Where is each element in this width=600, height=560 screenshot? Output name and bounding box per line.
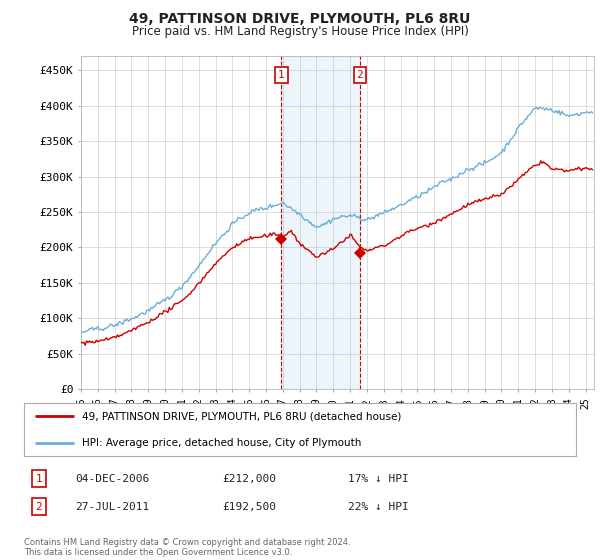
Text: £212,000: £212,000 [222,474,276,484]
Text: 1: 1 [35,474,43,484]
Text: Contains HM Land Registry data © Crown copyright and database right 2024.
This d: Contains HM Land Registry data © Crown c… [24,538,350,557]
Text: 49, PATTINSON DRIVE, PLYMOUTH, PL6 8RU (detached house): 49, PATTINSON DRIVE, PLYMOUTH, PL6 8RU (… [82,412,401,422]
Text: HPI: Average price, detached house, City of Plymouth: HPI: Average price, detached house, City… [82,438,361,448]
Text: 2: 2 [356,70,363,80]
Text: 04-DEC-2006: 04-DEC-2006 [75,474,149,484]
Text: 2: 2 [35,502,43,512]
Text: 27-JUL-2011: 27-JUL-2011 [75,502,149,512]
Text: 17% ↓ HPI: 17% ↓ HPI [348,474,409,484]
Text: 1: 1 [278,70,285,80]
Text: 49, PATTINSON DRIVE, PLYMOUTH, PL6 8RU: 49, PATTINSON DRIVE, PLYMOUTH, PL6 8RU [130,12,470,26]
Text: Price paid vs. HM Land Registry's House Price Index (HPI): Price paid vs. HM Land Registry's House … [131,25,469,38]
Text: 22% ↓ HPI: 22% ↓ HPI [348,502,409,512]
Text: £192,500: £192,500 [222,502,276,512]
Bar [281,56,360,389]
